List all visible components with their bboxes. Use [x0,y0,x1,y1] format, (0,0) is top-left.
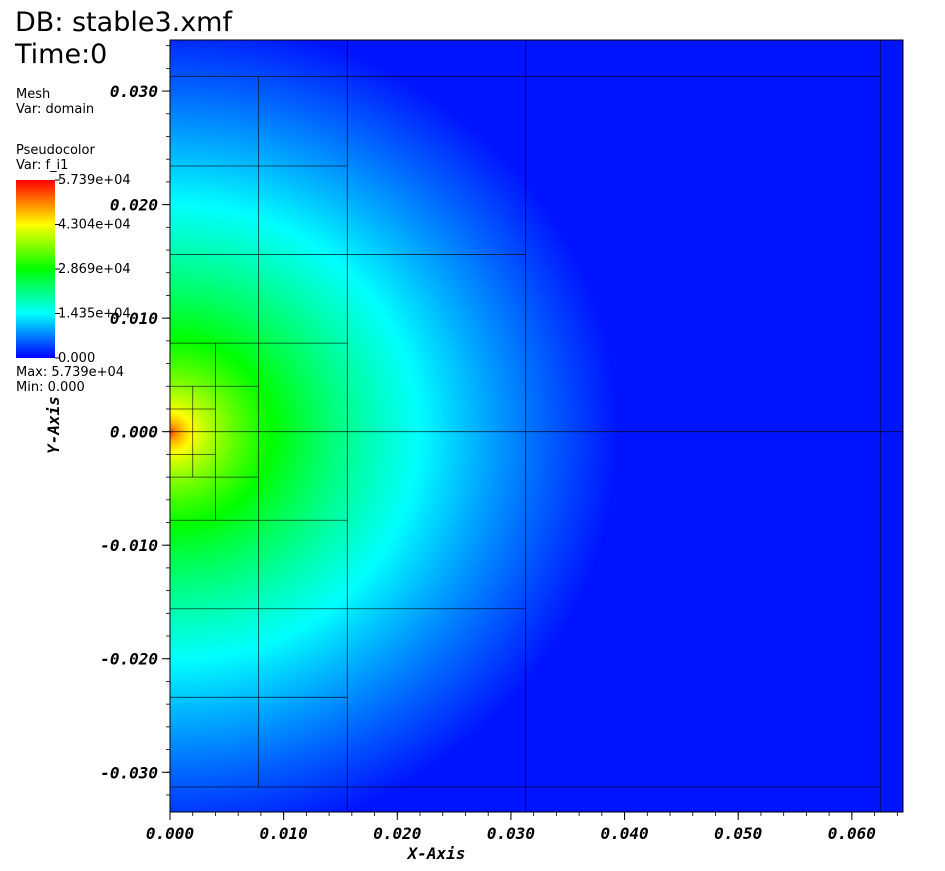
x-tick-label: 0.030 [487,824,535,843]
x-axis-title: X-Axis [406,844,466,863]
colorbar-gradient [16,180,55,358]
colorbar-tick-label: 4.304e+04 [58,218,131,233]
y-tick-label: -0.020 [100,650,158,669]
mesh-legend-plot: Mesh [16,87,51,102]
colorbar-tick-label: 0.000 [58,351,95,366]
colorbar-tick-label: 2.869e+04 [58,262,131,277]
x-tick-label: 0.040 [600,824,648,843]
mesh-legend-var: Var: domain [16,102,95,117]
colorbar-tick-label: 1.435e+04 [58,307,131,322]
mesh-grid [170,40,903,812]
time-label: Time:0 [15,39,108,70]
x-tick-label: 0.020 [373,824,421,843]
y-tick-label: 0.010 [110,309,158,328]
db-title: DB: stable3.xmf [15,7,232,38]
plot-border [169,39,904,813]
y-tick-label: -0.010 [100,536,158,555]
colorbar-tick-label: 5.739e+04 [58,173,131,188]
x-tick-label: 0.060 [828,824,876,843]
pseudocolor-legend-var: Var: f_i1 [16,158,69,173]
x-tick-label: 0.010 [260,824,308,843]
legend-min: Min: 0.000 [16,380,85,395]
x-tick-label: 0.050 [714,824,762,843]
y-tick-label: -0.030 [100,763,158,782]
y-tick-label: 0.030 [110,82,158,101]
pseudocolor-legend-plot: Pseudocolor [16,143,95,158]
y-tick-label: 0.020 [110,196,158,215]
legend-max: Max: 5.739e+04 [16,365,125,380]
axes: 0.000 0.010 0.020 0.030 0.040 0.050 0.060 0.030… [44,39,904,863]
heatmap-field [170,40,903,812]
y-axis-title: Y-Axis [44,396,63,454]
x-tick-label: 0.000 [146,824,194,843]
y-tick-label: 0.000 [110,423,158,442]
colorbar: 5.739e+04 4.304e+04 2.869e+04 1.435e+04 0.00… [16,173,131,366]
